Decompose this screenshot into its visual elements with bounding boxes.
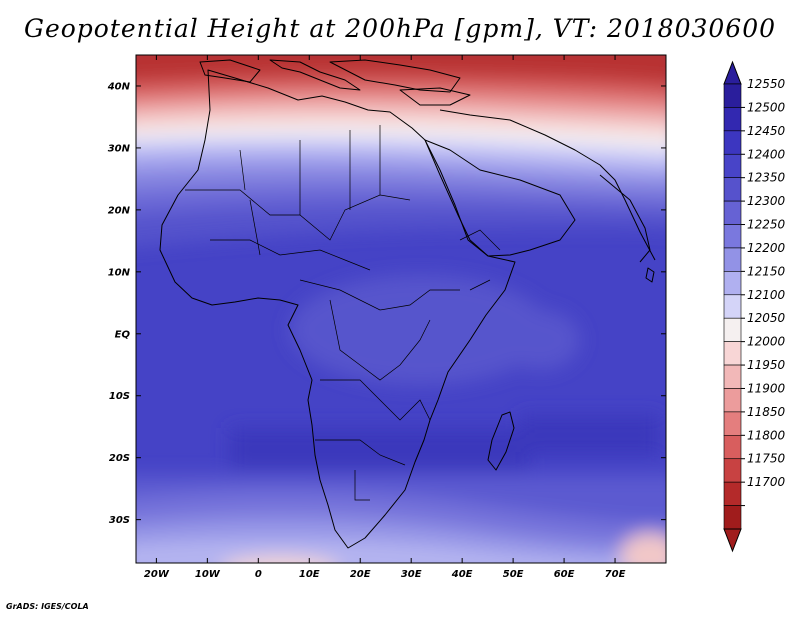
lon-tick-label: 10W <box>195 569 221 580</box>
colorbar-level-label: 12450 <box>747 124 786 138</box>
colorbar-swatch <box>723 294 742 319</box>
colorbar-swatch <box>723 481 742 506</box>
colorbar-swatch <box>723 271 742 296</box>
colorbar-level-label: 12000 <box>747 335 786 349</box>
lat-tick-label: 10S <box>109 391 130 402</box>
lon-tick-label: 0 <box>255 569 262 580</box>
colorbar-bottom-arrow <box>723 528 742 553</box>
colorbar-level-label: 12200 <box>747 241 786 255</box>
lon-tick-label: 20E <box>350 569 371 580</box>
colorbar-level-label: 11750 <box>747 452 786 466</box>
colorbar-swatch <box>723 83 742 108</box>
colorbar-swatch <box>723 177 742 202</box>
colorbar-swatch <box>723 458 742 483</box>
lon-tick-label: 60E <box>554 569 575 580</box>
colorbar-swatch <box>723 247 742 272</box>
colorbar-level-label: 12050 <box>747 311 786 325</box>
lat-tick-label: 20N <box>108 205 131 216</box>
colorbar-swatch <box>723 130 742 155</box>
colorbar-level-label: 12400 <box>747 147 786 161</box>
lon-tick-label: 10E <box>299 569 320 580</box>
lat-tick-label: 10N <box>108 267 131 278</box>
colorbar-swatch <box>723 224 742 249</box>
colorbar-swatch <box>723 435 742 460</box>
lat-tick-label: 30N <box>108 143 131 154</box>
lat-tick-label: 30S <box>109 515 130 526</box>
colorbar-level-label: 11950 <box>747 358 786 372</box>
colorbar-level-label: 12150 <box>747 264 786 278</box>
colorbar-swatch <box>723 107 742 132</box>
lon-tick-label: 40E <box>451 569 473 580</box>
colorbar-swatch <box>723 505 742 530</box>
colorbar-level-label: 11800 <box>747 428 786 442</box>
colorbar-level-label: 12500 <box>747 100 786 114</box>
colorbar-level-label: 12250 <box>747 218 786 232</box>
colorbar-swatch <box>723 388 742 413</box>
colorbar-level-label: 12350 <box>747 171 786 185</box>
lon-tick-label: 50E <box>503 569 524 580</box>
colorbar-level-label: 11900 <box>747 381 786 395</box>
colorbar-swatch <box>723 411 742 436</box>
colorbar-top-arrow <box>723 60 742 85</box>
colorbar-level-label: 12100 <box>747 288 786 302</box>
colorbar-swatch <box>723 317 742 342</box>
plot-frame <box>135 54 667 564</box>
colorbar-swatch <box>723 341 742 366</box>
colorbar-swatch <box>723 153 742 178</box>
lat-tick-label: EQ <box>115 329 131 340</box>
geopotential-field <box>136 55 666 563</box>
latitude-axis: 40N 30N 20N 10N EQ 10S 20S 30S <box>107 81 666 526</box>
colorbar-level-label: 12300 <box>747 194 786 208</box>
colorbar-swatch <box>723 364 742 389</box>
lat-tick-label: 20S <box>109 453 130 464</box>
colorbar-level-label: 12550 <box>747 77 786 91</box>
grads-credit: GrADS: IGES/COLA <box>6 602 89 611</box>
colorbar-level-label: 11850 <box>747 405 786 419</box>
coastlines <box>159 59 656 549</box>
lon-tick-label: 30E <box>401 569 422 580</box>
country-borders <box>185 125 501 501</box>
lon-tick-label: 20W <box>144 569 170 580</box>
colorbar-level-label: 11700 <box>747 475 786 489</box>
map-title: Geopotential Height at 200hPa [gpm], VT:… <box>23 14 777 43</box>
lat-tick-label: 40N <box>107 81 131 92</box>
lon-tick-label: 70E <box>605 569 626 580</box>
colorbar: 12550 12500 12450 12400 12350 12300 12250 12200… <box>723 60 786 553</box>
longitude-axis: 20W 10W 0 10E 20E 30E 40E 50E 60E 70E <box>144 55 626 580</box>
colorbar-swatch <box>723 200 742 225</box>
